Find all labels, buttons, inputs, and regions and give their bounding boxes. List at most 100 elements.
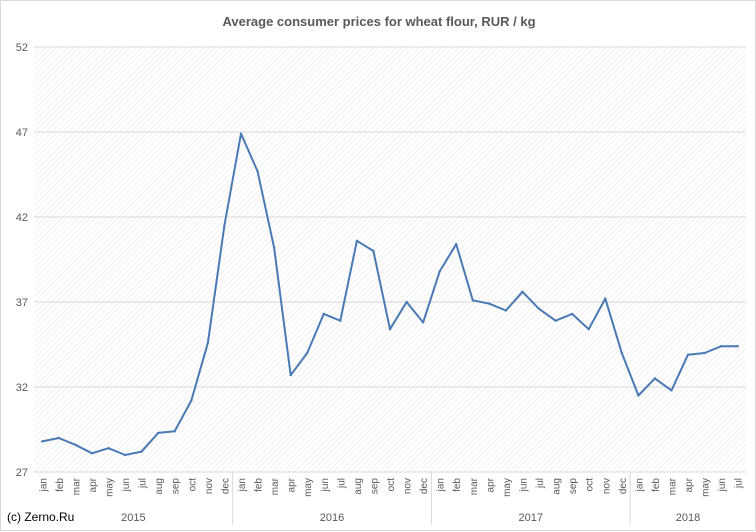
data-point [653,377,657,380]
y-tick-label: 37 [16,297,28,309]
x-tick-label: jan [38,478,49,492]
x-tick-label: jun [717,478,728,492]
x-tick-label: nov [204,478,215,494]
data-point [388,328,392,331]
data-point [289,373,292,377]
y-tick-label: 47 [16,127,28,139]
data-point [686,353,690,356]
data-point [173,430,176,433]
x-tick-label: may [502,478,513,497]
data-point [471,299,474,302]
data-point [736,345,739,348]
x-tick-label: jan [436,478,447,492]
data-point [620,351,624,355]
x-tick-label: mar [270,477,281,495]
x-tick-label: jul [535,478,546,489]
x-tick-label: nov [601,478,612,494]
data-point [190,399,193,402]
x-tick-label: sep [171,478,182,495]
x-tick-label: aug [552,478,563,495]
year-label: 2016 [320,512,344,524]
plot-area [34,47,746,472]
x-tick-label: feb [651,478,662,492]
data-point [223,224,226,227]
x-tick-label: may [303,478,314,497]
x-tick-label: oct [585,478,596,492]
data-point [256,169,259,173]
x-tick-label: jun [320,478,331,492]
x-tick-label: feb [55,478,66,492]
data-point [74,443,77,446]
x-tick-label: dec [220,478,231,494]
data-point [355,239,359,242]
x-tick-label: sep [568,478,579,495]
x-tick-label: jan [237,478,248,492]
y-tick-label: 32 [16,382,28,394]
x-tick-label: apr [287,477,298,492]
data-point [107,447,110,450]
data-point [587,328,590,331]
data-point [504,309,508,312]
x-tick-label: nov [403,478,414,494]
data-point [372,249,375,253]
data-point [239,132,243,135]
year-label: 2018 [676,512,700,524]
data-point [57,436,61,440]
x-tick-label: apr [88,477,99,492]
data-point [670,389,673,392]
x-tick-label: may [701,478,712,497]
data-point [41,440,44,443]
data-point [206,341,210,344]
x-tick-label: jun [121,478,132,492]
x-tick-label: may [105,478,116,497]
data-point [703,351,706,355]
x-tick-label: mar [667,477,678,495]
data-point [322,312,325,316]
x-tick-label: dec [419,478,430,494]
data-point [455,243,458,246]
x-tick-label: jul [138,478,149,489]
y-tick-label: 27 [16,467,28,479]
x-tick-label: mar [71,477,82,495]
x-tick-label: jan [634,478,645,492]
x-tick-label: aug [154,478,165,495]
data-point [156,431,160,435]
data-point [438,270,441,273]
data-point [537,307,541,310]
y-tick-label: 52 [16,42,28,54]
data-point [719,345,723,348]
data-point [140,450,143,453]
x-tick-label: feb [254,478,265,492]
x-tick-label: feb [452,478,463,492]
chart-title: Average consumer prices for wheat flour,… [222,14,535,29]
x-tick-label: mar [469,477,480,495]
year-label: 2015 [121,512,145,524]
year-label: 2017 [519,512,543,524]
x-tick-label: oct [187,478,198,492]
data-point [306,351,309,355]
data-point [339,319,342,322]
x-tick-label: apr [485,477,496,492]
x-tick-label: aug [353,478,364,495]
data-point [90,452,94,455]
x-tick-label: jun [518,478,529,492]
data-point [604,297,607,300]
x-tick-label: jul [336,478,347,489]
data-point [421,321,425,324]
y-tick-label: 42 [16,212,28,224]
data-point [272,246,276,249]
data-point [488,302,491,305]
x-tick-label: dec [618,478,629,494]
credit-label: (c) Zerno.Ru [7,510,75,524]
data-point [554,319,557,322]
x-tick-label: apr [684,477,695,492]
data-point [123,453,127,457]
data-point [637,394,640,397]
data-point [570,312,574,316]
x-tick-label: sep [369,478,380,495]
x-tick-label: jul [734,478,745,489]
data-point [521,290,524,293]
data-point [405,300,408,304]
